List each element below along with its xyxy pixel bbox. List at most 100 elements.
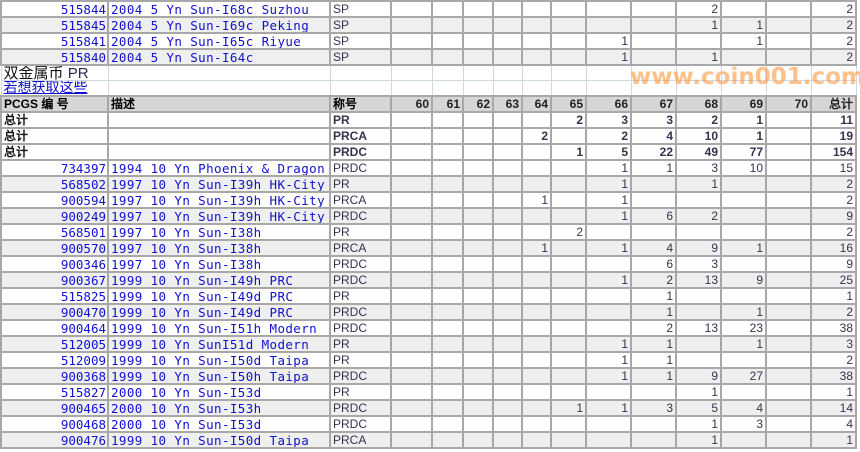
pcgs-number-link[interactable]: 515825 (0, 287, 109, 305)
grade-count-61 (431, 16, 464, 34)
grade-count-68 (675, 287, 722, 305)
header-grade-70[interactable]: 70 (765, 95, 812, 113)
description-link[interactable]: 1999 10 Yn Sun-I50d Taipa (107, 351, 331, 369)
pcgs-number-link[interactable]: 900367 (0, 271, 109, 289)
header-grade-61[interactable]: 61 (431, 95, 464, 113)
grade-count-67 (630, 0, 677, 18)
grade-count-62 (462, 48, 494, 66)
pcgs-number-link[interactable]: 734397 (0, 159, 109, 177)
header-grade-67[interactable]: 67 (630, 95, 677, 113)
grade-count-70 (765, 32, 812, 50)
header-grade-66[interactable]: 66 (585, 95, 632, 113)
grade-count-70 (765, 239, 812, 257)
grade-count-68 (675, 351, 722, 369)
row-total: 1 (810, 383, 857, 401)
header-grade-60[interactable]: 60 (390, 95, 433, 113)
description-link[interactable]: 1999 10 Yn Sun-I49d PRC (107, 303, 331, 321)
grade-count-70 (765, 383, 812, 401)
pcgs-number-link[interactable]: 515840 (0, 48, 109, 66)
header-designation[interactable]: 称号 (329, 95, 392, 113)
description-link[interactable]: 1999 10 Yn Sun-I50h Taipa (107, 367, 331, 385)
grade-count-66 (585, 431, 632, 449)
description-link[interactable]: 2004 5 Yn Sun-I65c Riyue (107, 32, 331, 50)
description-link[interactable]: 1997 10 Yn Sun-I38h (107, 255, 331, 273)
totals-rows: 总计 PR 2 3 3 2 1 11 总计 PRCA 2 2 4 10 1 19 总计 PRDC 1 5 22 49 77 1… (0, 111, 857, 161)
header-grade-63[interactable]: 63 (492, 95, 523, 113)
header-pcgs-number[interactable]: PCGS 编 号 (0, 95, 109, 113)
designation-cell: SP (329, 32, 392, 50)
grade-count-70 (765, 431, 812, 449)
grade-count-68 (675, 191, 722, 209)
grade-count-62 (462, 255, 494, 273)
header-grade-69[interactable]: 69 (720, 95, 767, 113)
grade-count-62 (462, 271, 494, 289)
pcgs-number-link[interactable]: 568502 (0, 175, 109, 193)
header-description[interactable]: 描述 (107, 95, 331, 113)
grade-count-69: 4 (720, 399, 767, 417)
grade-count-61 (431, 127, 464, 145)
grade-count-67: 1 (630, 335, 677, 353)
pcgs-number-link[interactable]: 512005 (0, 335, 109, 353)
header-grade-64[interactable]: 64 (521, 95, 552, 113)
grade-count-67 (630, 48, 677, 66)
grade-count-70 (765, 175, 812, 193)
grade-count-69: 1 (720, 16, 767, 34)
header-grade-65[interactable]: 65 (550, 95, 587, 113)
description-link[interactable]: 2004 5 Yn Sun-I64c (107, 48, 331, 66)
designation-cell: PRDC (329, 367, 392, 385)
pcgs-number-link[interactable]: 900570 (0, 239, 109, 257)
pcgs-number-link[interactable]: 568501 (0, 223, 109, 241)
grade-count-63 (492, 207, 523, 225)
pcgs-number-link[interactable]: 900249 (0, 207, 109, 225)
grade-count-69: 3 (720, 415, 767, 433)
grade-count-70 (765, 399, 812, 417)
description-link[interactable]: 2000 10 Yn Sun-I53h (107, 399, 331, 417)
description-link[interactable]: 1997 10 Yn Sun-I39h HK-City (107, 191, 331, 209)
description-link[interactable]: 1997 10 Yn Sun-I38h (107, 223, 331, 241)
description-link[interactable]: 2000 10 Yn Sun-I53d (107, 383, 331, 401)
section-title-text: 双金属币 (3, 65, 64, 81)
description-link[interactable]: 1997 10 Yn Sun-I38h (107, 239, 331, 257)
description-link[interactable]: 1994 10 Yn Phoenix & Dragon (107, 159, 331, 177)
description-link[interactable]: 1999 10 Yn SunI51d Modern (107, 335, 331, 353)
pcgs-number-link[interactable]: 512009 (0, 351, 109, 369)
grade-count-69 (720, 48, 767, 66)
description-link[interactable]: 1997 10 Yn Sun-I39h HK-City (107, 207, 331, 225)
pcgs-number-link[interactable]: 515827 (0, 383, 109, 401)
pcgs-number-link[interactable]: 515841 (0, 32, 109, 50)
description-link[interactable]: 1999 10 Yn Sun-I49h PRC (107, 271, 331, 289)
designation-cell: PRCA (329, 127, 392, 145)
description-link[interactable]: 1997 10 Yn Sun-I39h HK-City (107, 175, 331, 193)
get-these-link[interactable]: 若想获取这些 (3, 80, 88, 95)
grade-count-67: 1 (630, 367, 677, 385)
grade-count-62 (462, 0, 494, 18)
grade-count-60 (390, 351, 433, 369)
description-link[interactable]: 2000 10 Yn Sun-I53d (107, 415, 331, 433)
pcgs-number-link[interactable]: 900594 (0, 191, 109, 209)
pcgs-number-link[interactable]: 515844 (0, 0, 109, 18)
grade-count-62 (462, 16, 494, 34)
header-grade-68[interactable]: 68 (675, 95, 722, 113)
pcgs-number-link[interactable]: 900470 (0, 303, 109, 321)
header-grade-62[interactable]: 62 (462, 95, 494, 113)
description-link[interactable]: 1999 10 Yn Sun-I50d Taipa (107, 431, 331, 449)
pcgs-number-link[interactable]: 900465 (0, 399, 109, 417)
pcgs-number-link[interactable]: 515845 (0, 16, 109, 34)
pcgs-number-link[interactable]: 900346 (0, 255, 109, 273)
grade-count-68: 10 (675, 127, 722, 145)
header-total[interactable]: 总计 (810, 95, 857, 113)
description-link[interactable]: 1999 10 Yn Sun-I51h Modern (107, 319, 331, 337)
description-link[interactable]: 1999 10 Yn Sun-I49d PRC (107, 287, 331, 305)
description-link[interactable]: 2004 5 Yn Sun-I69c Peking (107, 16, 331, 34)
grade-count-66: 1 (585, 271, 632, 289)
description-link[interactable]: 2004 5 Yn Sun-I68c Suzhou (107, 0, 331, 18)
grade-count-63 (492, 335, 523, 353)
grade-count-64 (521, 143, 552, 161)
pcgs-number-link[interactable]: 900468 (0, 415, 109, 433)
grade-count-64 (521, 32, 552, 50)
pcgs-number-link[interactable]: 900464 (0, 319, 109, 337)
pcgs-number-link[interactable]: 900368 (0, 367, 109, 385)
grade-count-66 (585, 223, 632, 241)
pcgs-number-link[interactable]: 900476 (0, 431, 109, 449)
grade-count-60 (390, 159, 433, 177)
